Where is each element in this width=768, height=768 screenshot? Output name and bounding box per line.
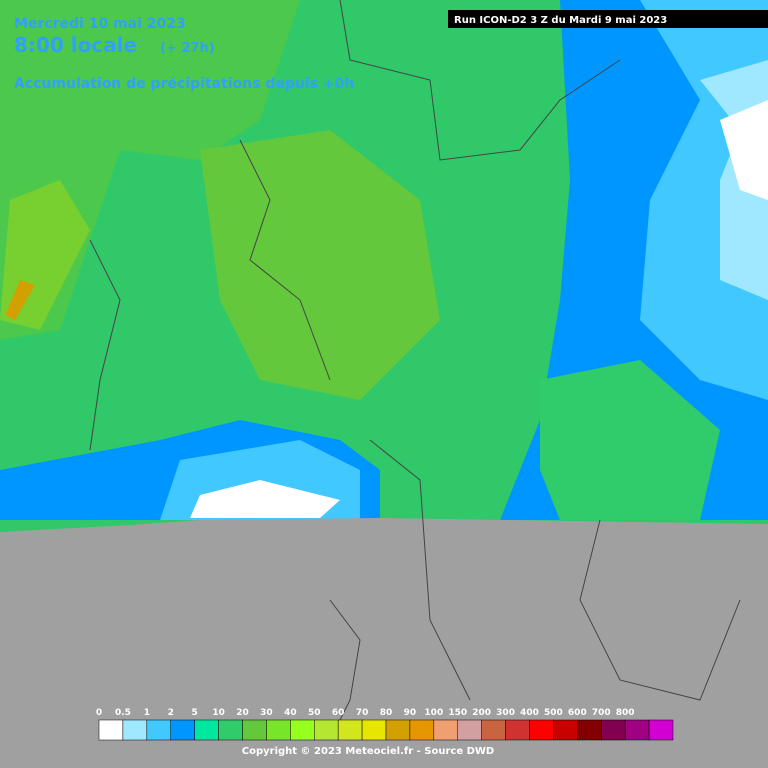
legend-label: 400 — [520, 708, 539, 718]
rain-area — [540, 360, 720, 520]
legend-label: 300 — [496, 708, 515, 718]
legend-swatch — [314, 719, 339, 741]
legend-swatch — [385, 719, 411, 741]
rain-area — [200, 130, 440, 400]
legend-label: 60 — [332, 708, 345, 718]
legend-swatch — [170, 719, 195, 741]
legend-swatch — [553, 719, 578, 741]
legend-swatch — [146, 719, 171, 741]
legend-swatch — [529, 719, 554, 741]
legend-swatch — [266, 719, 291, 741]
run-label: Run ICON-D2 3 Z du Mardi 9 mai 2023 — [454, 15, 667, 26]
legend-label: 200 — [472, 708, 491, 718]
legend-swatch — [624, 719, 650, 741]
copyright: Copyright © 2023 Meteociel.fr - Source D… — [242, 746, 494, 757]
legend-swatch — [457, 719, 482, 741]
legend-label: 800 — [616, 708, 635, 718]
legend-swatch — [433, 719, 459, 741]
legend-label: 100 — [424, 708, 443, 718]
subtitle: Accumulation de précipitations depuis +0… — [14, 76, 354, 92]
legend-label: 500 — [544, 708, 563, 718]
legend-label: 80 — [380, 708, 393, 718]
legend-label: 600 — [568, 708, 587, 718]
legend-swatch — [481, 719, 506, 741]
legend-swatch — [122, 719, 148, 741]
legend-swatch — [577, 719, 602, 741]
legend-swatch — [409, 719, 435, 741]
legend-label: 70 — [356, 708, 369, 718]
legend: 0 0.5 1 2 5 10 20 30 40 50 60 70 80 90 100 150 200 300 400… — [96, 708, 674, 741]
legend-swatch — [98, 719, 124, 741]
run-box — [448, 10, 768, 28]
legend-label: 1 — [144, 708, 150, 718]
rain-area — [190, 480, 340, 518]
legend-label: 150 — [448, 708, 467, 718]
legend-label: 90 — [404, 708, 417, 718]
legend-label: 5 — [192, 708, 198, 718]
legend-label: 50 — [308, 708, 321, 718]
legend-label: 40 — [284, 708, 297, 718]
legend-swatch — [361, 719, 387, 741]
no-data-area — [0, 518, 768, 768]
legend-swatch — [601, 719, 626, 741]
rain-area — [5, 280, 35, 320]
legend-label: 700 — [592, 708, 611, 718]
legend-label: 30 — [260, 708, 273, 718]
legend-label: 10 — [212, 708, 225, 718]
legend-swatch — [242, 719, 267, 741]
legend-label: 0 — [96, 708, 102, 718]
header: Mercredi 10 mai 2023 8:00 locale (+ 27h)… — [14, 16, 354, 92]
legend-swatch — [290, 719, 315, 741]
legend-swatch — [337, 719, 363, 741]
legend-swatch — [194, 719, 219, 741]
legend-swatch — [218, 719, 243, 741]
legend-label: 2 — [168, 708, 174, 718]
borders — [89, 0, 741, 741]
legend-label: 20 — [236, 708, 249, 718]
legend-swatch — [648, 719, 674, 741]
time: 8:00 locale — [14, 33, 137, 57]
date: Mercredi 10 mai 2023 — [14, 16, 186, 32]
rain-area — [720, 100, 768, 200]
lead-time: (+ 27h) — [160, 41, 215, 56]
legend-swatch — [505, 719, 530, 741]
legend-label: 0.5 — [115, 708, 131, 718]
